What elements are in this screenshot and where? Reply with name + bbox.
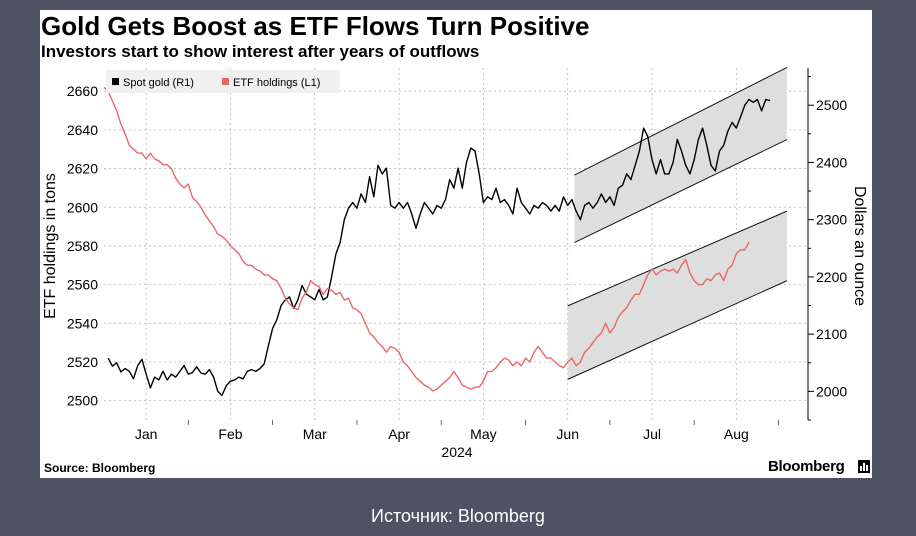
y-left-tick-label: 2580 [67, 238, 98, 254]
y-left-tick-label: 2520 [67, 354, 98, 370]
trend-channel-fill-0 [574, 67, 787, 243]
y-left-axis-label: ETF holdings in tons [42, 173, 59, 319]
trend-channel-lower-0 [574, 139, 788, 244]
y-left-tick-label: 2500 [67, 393, 98, 409]
chart-subtitle: Investors start to show interest after y… [41, 42, 480, 61]
legend-label-spot: Spot gold (R1) [123, 77, 194, 89]
y-left-tick-label: 2600 [67, 199, 98, 215]
x-tick-label: May [470, 426, 496, 442]
bloomberg-logo: Bloomberg [768, 458, 845, 475]
y-right-tick-label: 2400 [816, 154, 847, 170]
x-tick-label: Jun [556, 426, 579, 442]
x-tick-label: Jul [643, 426, 661, 442]
y-left-tick-label: 2640 [67, 122, 98, 138]
legend-swatch-spot [112, 78, 119, 85]
y-right-axis-label: Dollars an ounce [851, 186, 868, 306]
y-left-tick-label: 2540 [67, 315, 98, 331]
x-axis-label: 2024 [441, 444, 472, 460]
x-tick-label: Apr [388, 426, 410, 442]
legend-label-etf: ETF holdings (L1) [233, 77, 320, 89]
trend-channel-upper-0 [574, 66, 788, 176]
trend-channel-upper-1 [567, 210, 788, 307]
y-left-tick-label: 2660 [67, 83, 98, 99]
y-right-tick-label: 2300 [816, 212, 847, 228]
legend-swatch-etf [222, 78, 229, 85]
x-tick-label: Feb [218, 426, 242, 442]
chart-title: Gold Gets Boost as ETF Flows Turn Positi… [41, 11, 590, 41]
y-right-tick-label: 2200 [816, 269, 847, 285]
x-tick-label: Aug [724, 426, 749, 442]
y-right-tick-label: 2100 [816, 326, 847, 342]
bloomberg-terminal-icon [858, 460, 870, 473]
source-note: Source: Bloomberg [44, 461, 156, 475]
trend-channel-lower-1 [567, 280, 788, 380]
trend-channel-fill-1 [567, 211, 787, 380]
x-tick-label: Mar [303, 426, 327, 442]
spot-gold-line [107, 98, 771, 397]
image-caption: Источник: Bloomberg [371, 506, 545, 526]
y-right-tick-label: 2500 [816, 97, 847, 113]
y-left-tick-label: 2620 [67, 161, 98, 177]
etf-holdings-line [103, 86, 750, 392]
y-left-tick-label: 2560 [67, 277, 98, 293]
x-tick-label: Jan [135, 426, 158, 442]
y-right-tick-label: 2000 [816, 383, 847, 399]
